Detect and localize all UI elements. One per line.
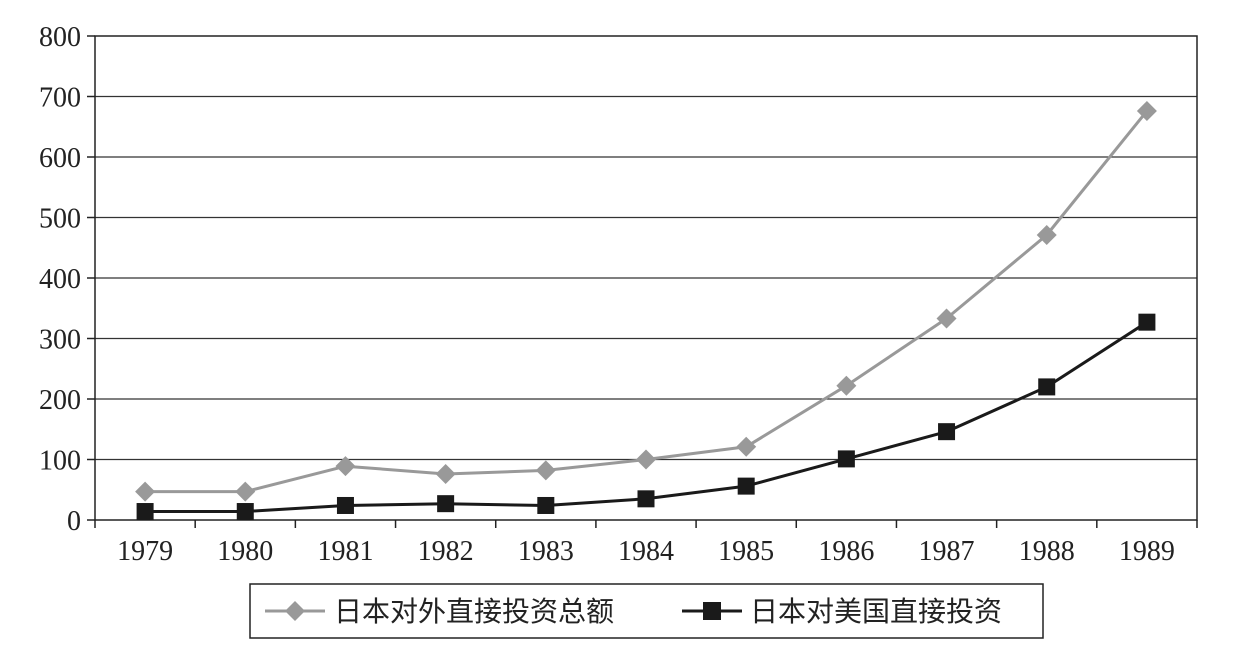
x-tick-label: 1989 <box>1119 536 1175 567</box>
data-point-square <box>938 423 956 441</box>
series-line <box>145 110 1149 494</box>
y-tick-label: 100 <box>39 446 81 477</box>
y-tick-label: 600 <box>39 143 81 174</box>
data-point-square <box>737 477 755 495</box>
x-axis: 1979 1980 1981 1982 1983 1984 1985 1986 1987 1988… <box>94 520 1198 567</box>
y-tick-label: 200 <box>39 385 81 416</box>
legend-label-total: 日本对外直接投资总额 <box>334 595 614 628</box>
x-tick-label: 1988 <box>1019 536 1075 567</box>
data-point-square <box>537 496 555 514</box>
x-tick-label: 1981 <box>317 536 373 567</box>
legend-frame <box>249 583 1044 639</box>
y-tick-label: 500 <box>39 204 81 235</box>
x-tick-label: 1980 <box>217 536 273 567</box>
legend: 日本对外直接投资总额 日本对美国直接投资 <box>249 583 1044 639</box>
legend-label-us: 日本对美国直接投资 <box>750 595 1002 628</box>
data-point-square <box>437 495 455 513</box>
y-axis: 0 100 200 300 400 500 600 700 800 <box>39 22 95 537</box>
data-point-square <box>236 503 254 521</box>
data-point-diamond <box>836 375 857 396</box>
data-point-square <box>1138 313 1156 331</box>
data-point-diamond <box>535 460 556 481</box>
x-tick-label: 1982 <box>418 536 474 567</box>
data-point-diamond <box>636 449 656 470</box>
y-tick-label: 400 <box>39 264 81 295</box>
data-point-diamond <box>135 481 156 502</box>
series-layer <box>135 101 1157 521</box>
data-point-diamond <box>335 456 356 477</box>
data-point-square <box>637 490 655 508</box>
x-tick-label: 1985 <box>718 536 774 567</box>
x-tick-label: 1983 <box>518 536 574 567</box>
data-point-diamond <box>235 481 256 502</box>
data-point-diamond <box>1036 225 1057 246</box>
legend-square-marker <box>703 602 721 620</box>
series-1 <box>135 101 1157 502</box>
x-tick-label: 1986 <box>818 536 874 567</box>
data-point-square <box>1038 378 1056 396</box>
x-tick-label: 1979 <box>117 536 173 567</box>
grid-lines <box>95 95 1197 461</box>
legend-diamond-marker <box>285 601 305 621</box>
series-2 <box>136 313 1156 521</box>
legend-item-us: 日本对美国直接投资 <box>682 595 1002 628</box>
x-tick-label: 1987 <box>919 536 975 567</box>
data-point-diamond <box>936 308 957 329</box>
data-point-square <box>837 450 855 468</box>
y-tick-label: 700 <box>39 83 81 114</box>
data-point-square <box>136 503 154 521</box>
data-point-diamond <box>1136 101 1157 122</box>
data-point-diamond <box>736 436 757 457</box>
data-point-diamond <box>435 464 456 485</box>
series-line <box>145 320 1148 513</box>
y-tick-label: 300 <box>39 325 81 356</box>
y-tick-label: 800 <box>39 22 81 53</box>
data-point-square <box>336 496 354 514</box>
legend-item-total: 日本对外直接投资总额 <box>265 595 614 628</box>
y-tick-label: 0 <box>67 506 81 537</box>
x-tick-label: 1984 <box>618 536 674 567</box>
